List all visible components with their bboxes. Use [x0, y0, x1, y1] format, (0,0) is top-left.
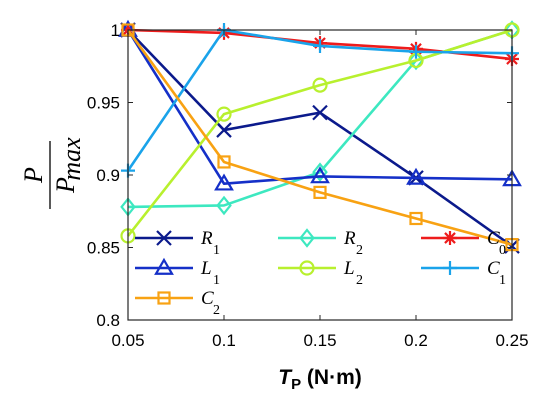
legend-item-l1: L1	[135, 257, 220, 288]
legend-label-r1: R	[200, 228, 213, 249]
data-point-l2	[312, 77, 328, 93]
legend-item-r2: R2	[278, 228, 363, 258]
data-point-c1	[313, 38, 327, 53]
legend-label-l1: L	[200, 258, 212, 279]
legend-marker-l2	[299, 260, 315, 276]
data-point-l1	[310, 166, 330, 184]
y-tick-label: 0.85	[87, 239, 120, 258]
legend-marker-r1	[156, 230, 172, 246]
data-point-c2	[313, 185, 327, 199]
legend-label-c2: C	[201, 288, 214, 309]
series-line-l1	[126, 29, 513, 185]
data-point-r2	[312, 162, 328, 182]
legend-item-c2: C2	[135, 288, 220, 318]
data-point-c2	[409, 211, 423, 226]
y-tick-label: 0.9	[96, 166, 120, 185]
legend-marker-c1	[443, 261, 457, 275]
y-tick-label: 0.95	[87, 94, 120, 113]
x-axis-title-sub: P	[291, 376, 301, 393]
x-tick-label: 0.25	[495, 331, 528, 350]
series-line-r1	[127, 29, 513, 248]
legend-label-sub-r1: 1	[213, 243, 220, 258]
axes-frame	[127, 29, 513, 321]
x-tick-label: 0.2	[404, 331, 428, 350]
legend-item-c0: C0	[421, 228, 506, 258]
series-l1	[118, 19, 522, 191]
legend-label-sub-l1: 1	[213, 273, 220, 288]
y-axis-title-numerator: P	[19, 167, 48, 184]
legend-label-c1: C	[487, 258, 500, 279]
data-point-c2	[217, 155, 231, 169]
legend-label-c0: C	[487, 228, 500, 249]
series-r1	[120, 22, 520, 254]
legend-label-sub-c2: 2	[213, 303, 220, 318]
data-point-l1	[214, 173, 234, 191]
legend-label-l2: L	[343, 258, 355, 279]
legend-marker-c2	[157, 291, 171, 305]
y-tick-label: 1	[111, 21, 120, 40]
plot-area	[118, 19, 522, 254]
data-point-r2	[216, 195, 232, 216]
legend-label-r2: R	[343, 228, 356, 249]
series-line-l2	[126, 28, 513, 237]
legend-item-l2: L2	[278, 258, 363, 288]
x-axis-title: TP (N·m)	[278, 366, 362, 393]
x-axis-title-unit: (N·m)	[301, 366, 362, 389]
legend-label-sub-l2: 2	[356, 273, 363, 288]
legend-label-sub-c1: 1	[499, 273, 506, 288]
x-axis-title-main: T	[278, 366, 293, 389]
legend-marker-r2	[299, 228, 315, 248]
data-point-l2	[216, 106, 232, 122]
legend-marker-c0	[443, 231, 457, 245]
y-axis-title-denominator-sub: max	[57, 137, 86, 181]
data-point-c1	[409, 44, 423, 59]
series-line-c2	[126, 29, 513, 246]
x-tick-label: 0.05	[111, 331, 144, 350]
data-point-r1	[312, 104, 328, 121]
legend-label-sub-r2: 2	[356, 243, 363, 258]
series-c2	[121, 23, 519, 252]
legend-item-c1: C1	[421, 258, 506, 288]
x-tick-label: 0.1	[212, 331, 236, 350]
y-axis-title-denominator: P	[51, 177, 80, 194]
data-point-r1	[216, 122, 232, 138]
x-tick-label: 0.15	[303, 331, 336, 350]
legend-label-sub-c0: 0	[499, 243, 506, 258]
data-point-l1	[406, 167, 426, 185]
y-tick-label: 0.8	[96, 311, 120, 330]
legend-marker-l1	[154, 257, 174, 275]
legend-item-r1: R1	[135, 228, 220, 258]
